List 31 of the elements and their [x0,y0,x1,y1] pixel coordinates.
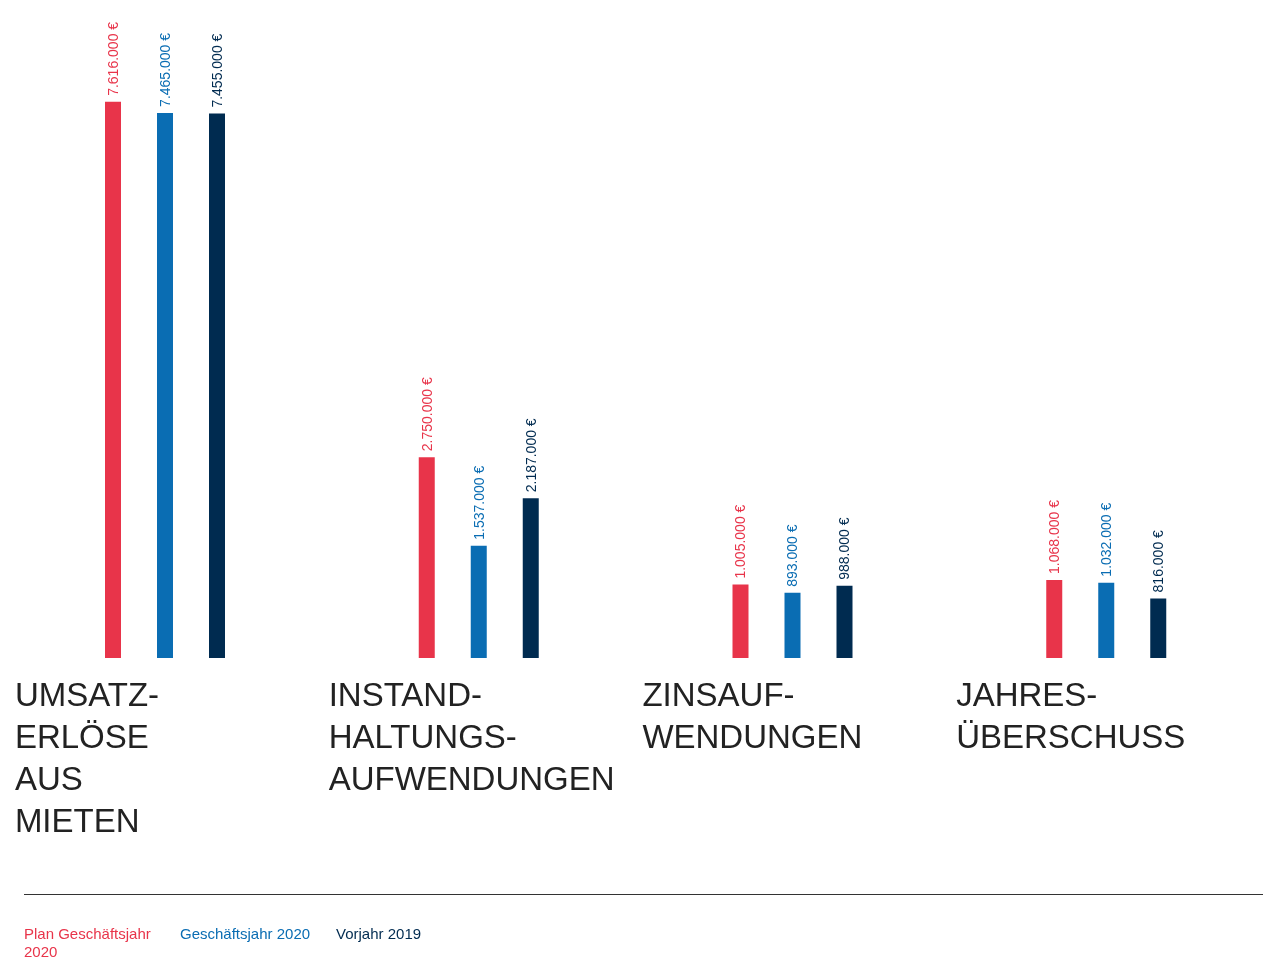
text: Geschäftsjahr 2020 [180,925,312,944]
bar [418,457,435,658]
bar [784,592,801,658]
bar [105,101,121,658]
bar [470,545,487,658]
data-label: 2.187.000 € [522,418,539,493]
bar [522,498,539,658]
data-label: 2.750.000 € [418,377,435,452]
data-label: 1.032.000 € [1098,502,1115,577]
data-label: 1.537.000 € [470,465,487,540]
bar [732,584,749,658]
bar [1046,580,1063,658]
data-label: 1.068.000 € [1046,499,1063,575]
data-label: 1.005.000 € [732,504,749,579]
bar [836,585,853,658]
bar [157,112,173,658]
x-tick-label: ZINSAUF- WENDUNGEN [642,676,863,755]
data-label: 988.000 € [836,517,853,580]
data-label: 7.465.000 € [157,32,173,107]
text: Plan Geschäftsjahr 2020 [24,925,152,961]
data-label: 816.000 € [1150,529,1167,593]
data-label: 893.000 € [784,524,801,587]
data-label: 7.616.000 € [105,21,121,96]
x-tick-label: INSTAND- HALTUNGS- AUFWENDUNGEN [328,676,615,797]
bar [1150,598,1167,658]
data-label: 7.455.000 € [209,33,225,108]
text: Vorjahr 2019 [336,925,423,944]
bar [209,113,225,658]
x-tick-label: JAHRES- ÜBERSCHUSS [956,676,1186,755]
x-tick-label: UMSATZ- ERLÖSE AUS MIETEN [14,676,160,839]
bar [1098,582,1115,658]
